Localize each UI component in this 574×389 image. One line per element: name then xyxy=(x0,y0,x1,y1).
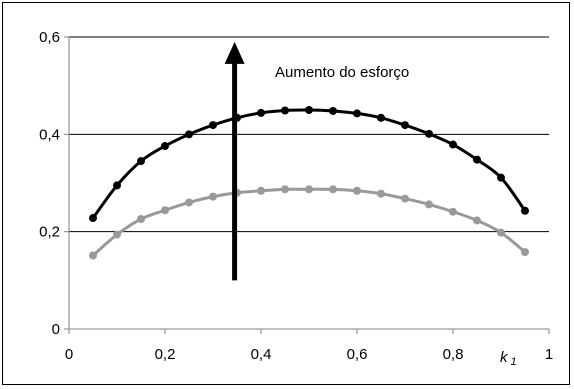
series-2-point-7 xyxy=(257,186,265,195)
series-1-point-0 xyxy=(89,214,97,223)
y-axis-ticks: 0 0,2 0,4 0,6 xyxy=(39,29,69,338)
series-2-point-16 xyxy=(473,216,481,225)
series-2-line xyxy=(92,187,526,257)
annotation: Aumento do esforço xyxy=(224,41,409,281)
series-group xyxy=(89,106,529,260)
series-1-point-15 xyxy=(449,140,457,149)
series-2-point-5 xyxy=(209,192,217,201)
x-tick-label-2: 0,4 xyxy=(251,346,272,363)
x-tick-label-5: 1 xyxy=(545,346,553,363)
series-2-point-8 xyxy=(281,185,289,194)
series-2-point-9 xyxy=(305,185,313,194)
series-2-point-3 xyxy=(161,206,169,215)
chart-frame xyxy=(2,2,570,385)
x-tick-label-4: 0,8 xyxy=(443,346,464,363)
series-1-point-17 xyxy=(497,173,505,182)
series-2-point-14 xyxy=(425,200,433,209)
series-1-point-7 xyxy=(257,108,265,117)
series-1-point-2 xyxy=(137,157,145,166)
x-axis-label-main: k xyxy=(500,349,509,366)
series-1-point-11 xyxy=(353,109,361,118)
arrow-head-icon xyxy=(224,41,245,64)
series-1-point-3 xyxy=(161,142,169,151)
series-2-point-17 xyxy=(497,228,505,237)
y-tick-label-1: 0,2 xyxy=(39,224,60,241)
series-1-line xyxy=(91,108,527,219)
series-2-point-0 xyxy=(89,251,97,260)
series-2-point-10 xyxy=(329,185,337,194)
x-tick-label-1: 0,2 xyxy=(155,346,176,363)
y-tick-label-2: 0,4 xyxy=(39,126,60,143)
series-1-point-13 xyxy=(401,121,409,130)
x-tick-label-3: 0,6 xyxy=(347,346,368,363)
y-tick-label-3: 0,6 xyxy=(39,29,60,46)
annotation-label: Aumento do esforço xyxy=(275,64,409,81)
axes xyxy=(68,37,549,330)
series-2 xyxy=(89,185,529,260)
series-2-point-18 xyxy=(521,248,529,257)
series-1-point-5 xyxy=(209,121,217,130)
series-1-point-8 xyxy=(281,106,289,115)
series-2-point-12 xyxy=(377,189,385,198)
x-tick-label-0: 0 xyxy=(65,346,73,363)
series-2-point-13 xyxy=(401,194,409,203)
series-1-point-14 xyxy=(425,129,433,138)
series-2-point-11 xyxy=(353,186,361,195)
x-axis-label-subscript: 1 xyxy=(511,356,517,368)
series-1-point-10 xyxy=(329,106,337,115)
grid-lines xyxy=(69,36,549,233)
series-2-point-1 xyxy=(113,230,121,239)
y-tick-label-0: 0 xyxy=(52,321,60,338)
series-2-point-4 xyxy=(185,198,193,207)
series-1-point-1 xyxy=(113,181,121,190)
series-1-point-18 xyxy=(521,206,529,215)
series-1-point-12 xyxy=(377,113,385,122)
series-1-point-4 xyxy=(185,130,193,139)
series-1 xyxy=(89,106,529,223)
series-2-point-2 xyxy=(137,215,145,224)
series-1-point-16 xyxy=(473,155,481,164)
series-2-point-15 xyxy=(449,207,457,216)
series-1-point-9 xyxy=(305,106,313,114)
x-axis-ticks: 0 0,2 0,4 0,6 0,8 1 xyxy=(65,329,553,363)
